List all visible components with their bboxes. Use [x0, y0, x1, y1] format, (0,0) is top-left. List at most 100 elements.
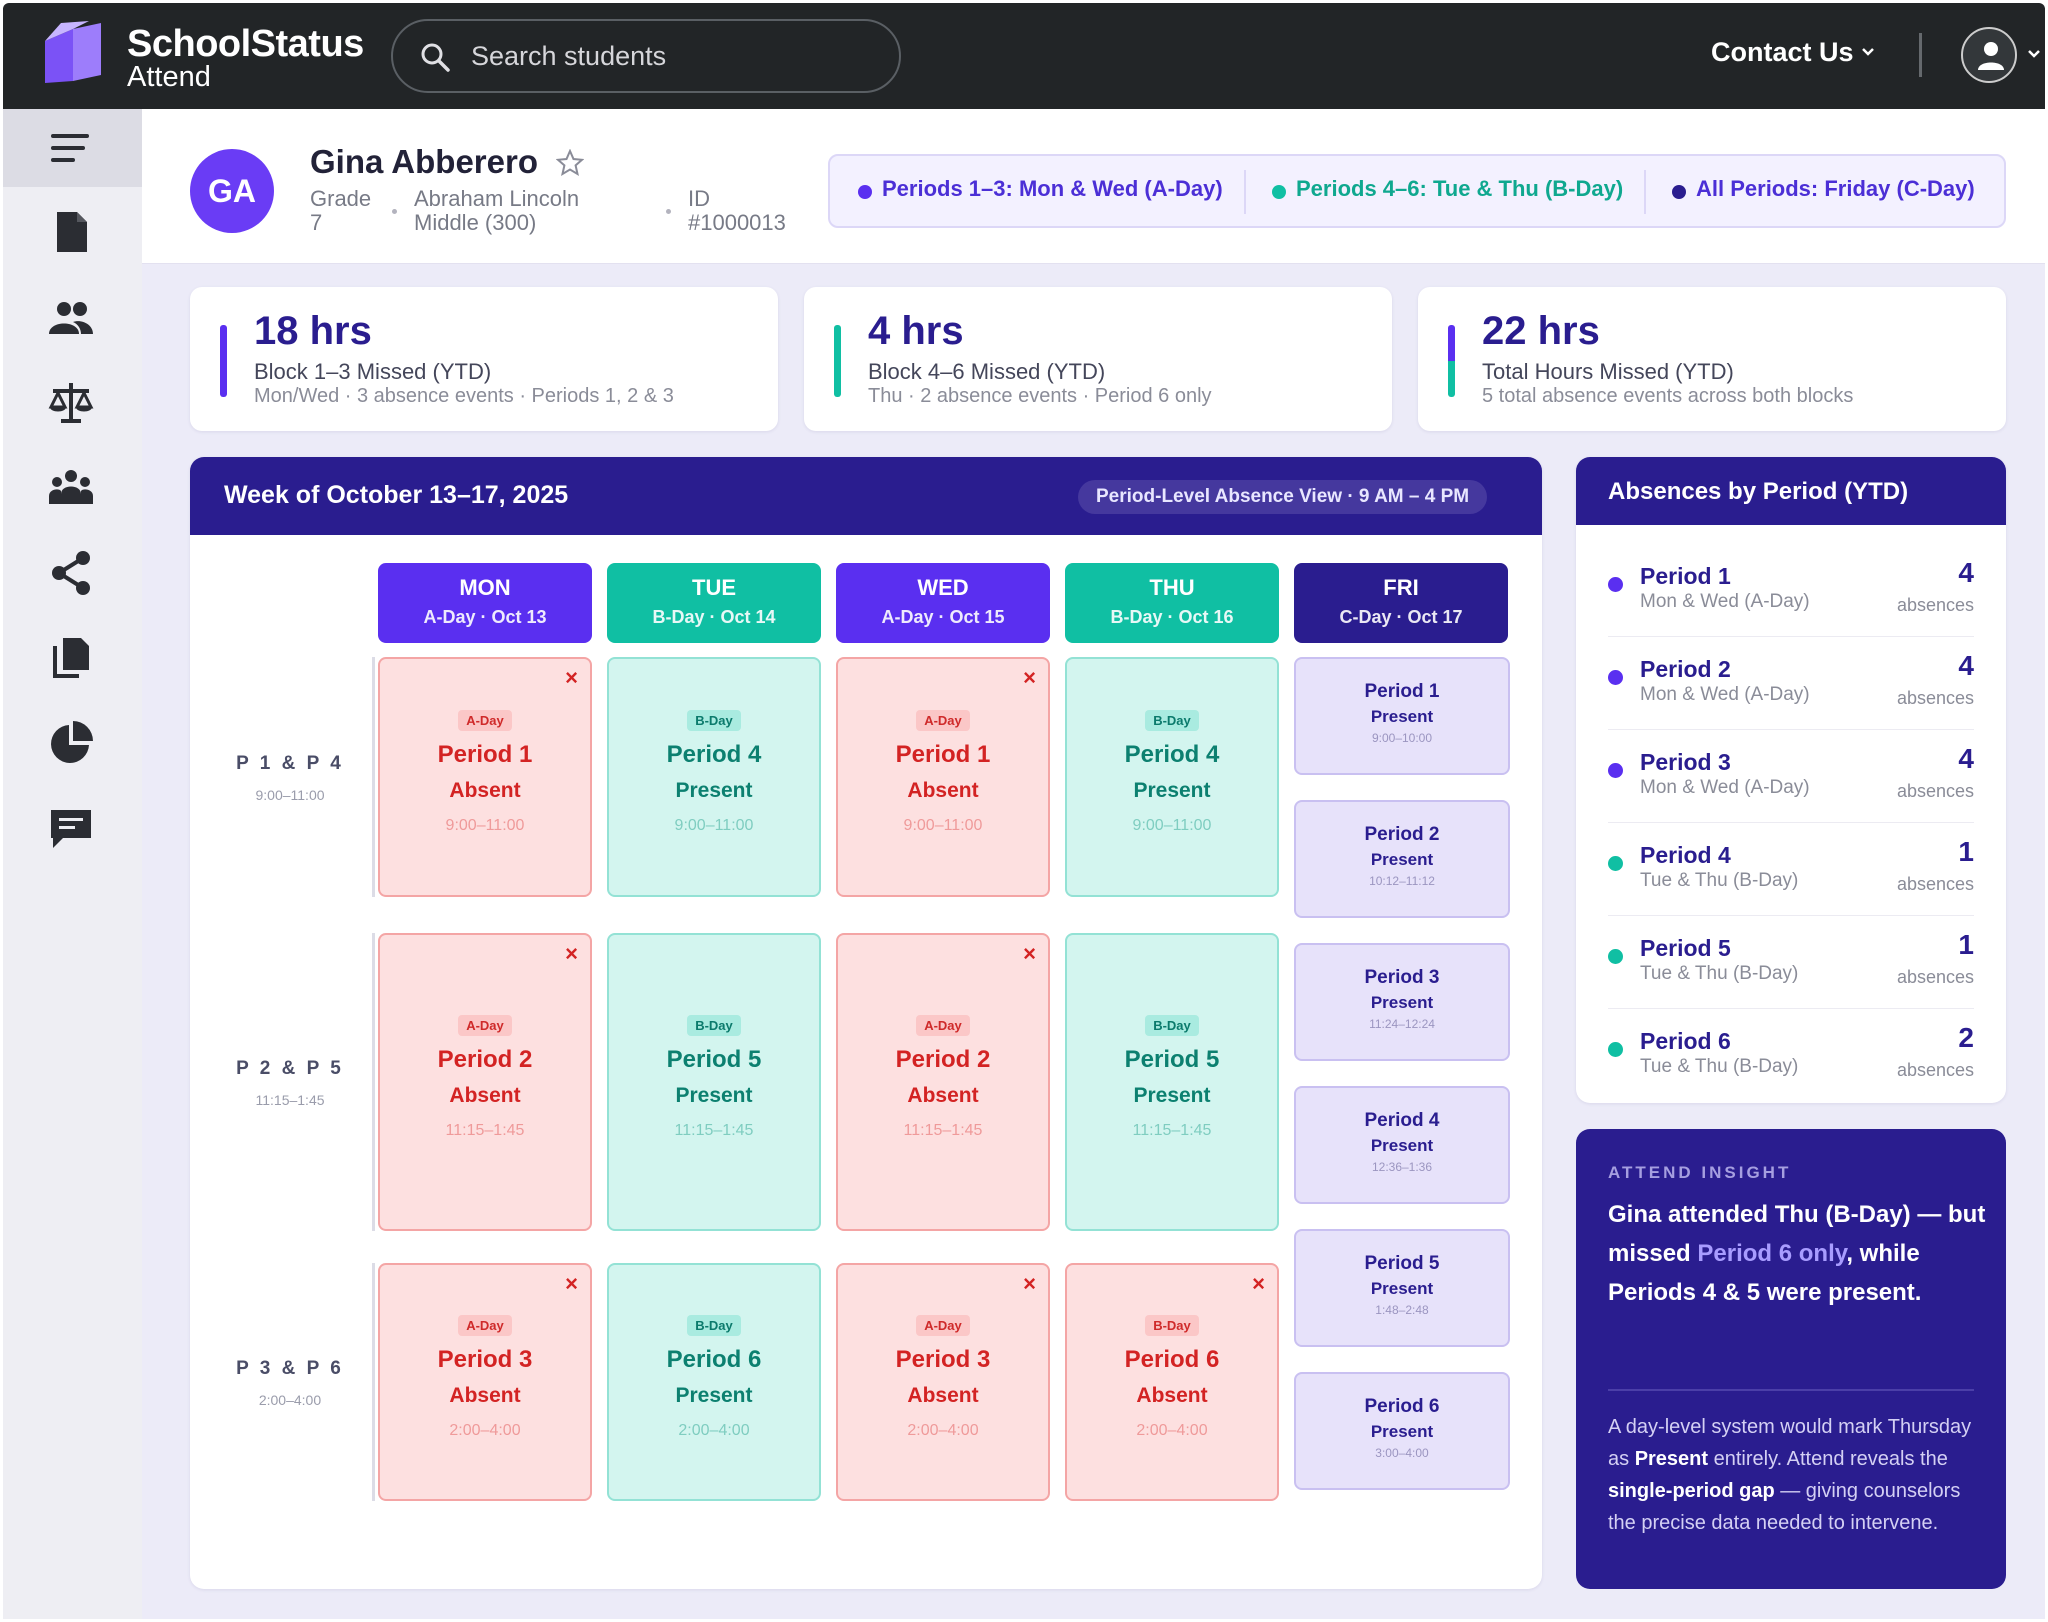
- attend-insight-card: ATTEND INSIGHT Gina attended Thu (B-Day)…: [1576, 1129, 2006, 1589]
- period-slot[interactable]: × A-Day Period 3 Absent 2:00–4:00: [378, 1263, 592, 1501]
- legend-b-day[interactable]: Periods 4–6: Tue & Thu (B-Day): [1296, 176, 1624, 201]
- day-tag: A-Day: [458, 1315, 512, 1336]
- menu-icon[interactable]: [47, 124, 95, 172]
- absences-by-period-panel: Absences by Period (YTD) Period 1 Mon & W…: [1576, 457, 2006, 1103]
- row-time: 9:00–11:00: [255, 787, 325, 803]
- period-name: Period 2: [437, 1046, 533, 1073]
- attendance-status: Absent: [449, 1384, 521, 1407]
- chat-icon[interactable]: [47, 804, 95, 852]
- absent-x-icon: ×: [565, 665, 578, 690]
- period-name: Period 5: [1364, 1253, 1440, 1274]
- absence-row[interactable]: Period 6 Tue & Thu (B-Day) 2 absences: [1608, 1008, 1974, 1102]
- stat-accent: [834, 325, 841, 397]
- day-date: C-Day · Oct 17: [1339, 607, 1463, 627]
- friday-period-slot[interactable]: Period 1 Present 9:00–10:00: [1294, 657, 1510, 775]
- row-time: 2:00–4:00: [258, 1392, 322, 1408]
- absence-count: 4: [1958, 650, 1974, 681]
- friday-period-slot[interactable]: Period 5 Present 1:48–2:48: [1294, 1229, 1510, 1347]
- period-time: 12:36–1:36: [1371, 1160, 1433, 1174]
- product-name: Attend: [127, 61, 211, 93]
- attendance-status: Present: [675, 779, 753, 802]
- legend-dot-b-day: [1272, 185, 1286, 199]
- schoolstatus-logo-icon: [45, 21, 101, 83]
- contact-us-button[interactable]: Contact Us: [1711, 37, 1854, 67]
- absence-unit: absences: [1896, 781, 1974, 801]
- period-time: 11:15–1:45: [674, 1122, 754, 1139]
- absence-unit: absences: [1896, 595, 1974, 615]
- stat-detail: Mon/Wed · 3 absence events · Periods 1, …: [254, 385, 674, 407]
- period-time: 9:00–11:00: [1132, 817, 1212, 834]
- attendance-status: Present: [675, 1384, 753, 1407]
- day-header-0[interactable]: MON A-Day · Oct 13: [378, 563, 592, 643]
- legend-divider: [1644, 170, 1646, 214]
- absence-row[interactable]: Period 5 Tue & Thu (B-Day) 1 absences: [1608, 915, 1974, 1009]
- attendance-status: Present: [1370, 1136, 1434, 1155]
- absence-row[interactable]: Period 1 Mon & Wed (A-Day) 4 absences: [1608, 543, 1974, 637]
- scales-icon[interactable]: [47, 379, 95, 427]
- absence-unit: absences: [1896, 874, 1974, 894]
- period-name: Period 1: [1364, 681, 1440, 702]
- student-name: Gina Abberero: [310, 143, 538, 180]
- absence-unit: absences: [1896, 1060, 1974, 1080]
- period-slot[interactable]: B-Day Period 4 Present 9:00–11:00: [607, 657, 821, 897]
- period-slot[interactable]: × A-Day Period 2 Absent 11:15–1:45: [378, 933, 592, 1231]
- absence-row[interactable]: Period 2 Mon & Wed (A-Day) 4 absences: [1608, 636, 1974, 730]
- stat-label: Total Hours Missed (YTD): [1482, 359, 1734, 384]
- insight-divider: [1608, 1389, 1974, 1391]
- absence-unit: absences: [1896, 688, 1974, 708]
- day-tag: A-Day: [916, 710, 970, 731]
- stat-card-block-1-3: 18 hrs Block 1–3 Missed (YTD) Mon/Wed · …: [190, 287, 778, 431]
- stat-value: 4 hrs: [868, 309, 964, 353]
- period-slot[interactable]: × A-Day Period 1 Absent 9:00–11:00: [836, 657, 1050, 897]
- share-icon[interactable]: [47, 549, 95, 597]
- pie-chart-icon[interactable]: [47, 719, 95, 767]
- insight-highlight: Period 6 only: [1697, 1240, 1847, 1267]
- day-header-2[interactable]: WED A-Day · Oct 15: [836, 563, 1050, 643]
- day-date: B-Day · Oct 16: [1110, 607, 1234, 627]
- period-dot: [1608, 763, 1623, 778]
- absences-header: Absences by Period (YTD): [1576, 457, 2006, 525]
- brand-name: SchoolStatus: [127, 23, 364, 65]
- period-slot[interactable]: × A-Day Period 1 Absent 9:00–11:00: [378, 657, 592, 897]
- absent-x-icon: ×: [1023, 665, 1036, 690]
- divider: [1919, 33, 1922, 77]
- period-slot[interactable]: B-Day Period 5 Present 11:15–1:45: [607, 933, 821, 1231]
- search-box[interactable]: [391, 19, 901, 93]
- star-icon[interactable]: [556, 149, 584, 177]
- people-icon[interactable]: [47, 294, 95, 342]
- period-name: Period 4: [1124, 741, 1220, 768]
- period-time: 2:00–4:00: [678, 1422, 750, 1439]
- friday-period-slot[interactable]: Period 4 Present 12:36–1:36: [1294, 1086, 1510, 1204]
- absence-row[interactable]: Period 4 Tue & Thu (B-Day) 1 absences: [1608, 822, 1974, 916]
- search-input[interactable]: [471, 35, 871, 77]
- user-menu-button[interactable]: [1961, 27, 2017, 83]
- friday-period-slot[interactable]: Period 3 Present 11:24–12:24: [1294, 943, 1510, 1061]
- friday-period-slot[interactable]: Period 6 Present 3:00–4:00: [1294, 1372, 1510, 1490]
- legend-c-day[interactable]: All Periods: Friday (C-Day): [1696, 176, 1975, 201]
- period-name: Period 1: [895, 741, 991, 768]
- document-icon[interactable]: [47, 208, 95, 256]
- period-slot[interactable]: B-Day Period 5 Present 11:15–1:45: [1065, 933, 1279, 1231]
- attendance-status: Present: [1370, 993, 1434, 1012]
- group-icon[interactable]: [47, 464, 95, 512]
- period-slot[interactable]: × A-Day Period 3 Absent 2:00–4:00: [836, 1263, 1050, 1501]
- insight-headline-part: , while Periods 4 & 5 were present.: [1608, 1240, 1922, 1306]
- school-name-line1: Abraham Lincoln: [414, 186, 580, 211]
- legend-a-day[interactable]: Periods 1–3: Mon & Wed (A-Day): [882, 176, 1223, 201]
- insight-body-bold: Present: [1634, 1448, 1709, 1470]
- period-slot[interactable]: B-Day Period 6 Present 2:00–4:00: [607, 1263, 821, 1501]
- attendance-status: Present: [675, 1084, 753, 1107]
- friday-period-slot[interactable]: Period 2 Present 10:12–11:12: [1294, 800, 1510, 918]
- period-slot[interactable]: B-Day Period 4 Present 9:00–11:00: [1065, 657, 1279, 897]
- period-name: Period 4: [1640, 842, 1731, 868]
- period-slot[interactable]: × B-Day Period 6 Absent 2:00–4:00: [1065, 1263, 1279, 1501]
- period-time: 11:15–1:45: [1132, 1122, 1212, 1139]
- day-header-3[interactable]: THU B-Day · Oct 16: [1065, 563, 1279, 643]
- attendance-status: Present: [1133, 779, 1211, 802]
- day-header-1[interactable]: TUE B-Day · Oct 14: [607, 563, 821, 643]
- row-label: P 3 & P 6 2:00–4:00: [230, 1358, 350, 1408]
- day-header-4[interactable]: FRI C-Day · Oct 17: [1294, 563, 1508, 643]
- copy-icon[interactable]: [47, 634, 95, 682]
- period-slot[interactable]: × A-Day Period 2 Absent 11:15–1:45: [836, 933, 1050, 1231]
- absence-row[interactable]: Period 3 Mon & Wed (A-Day) 4 absences: [1608, 729, 1974, 823]
